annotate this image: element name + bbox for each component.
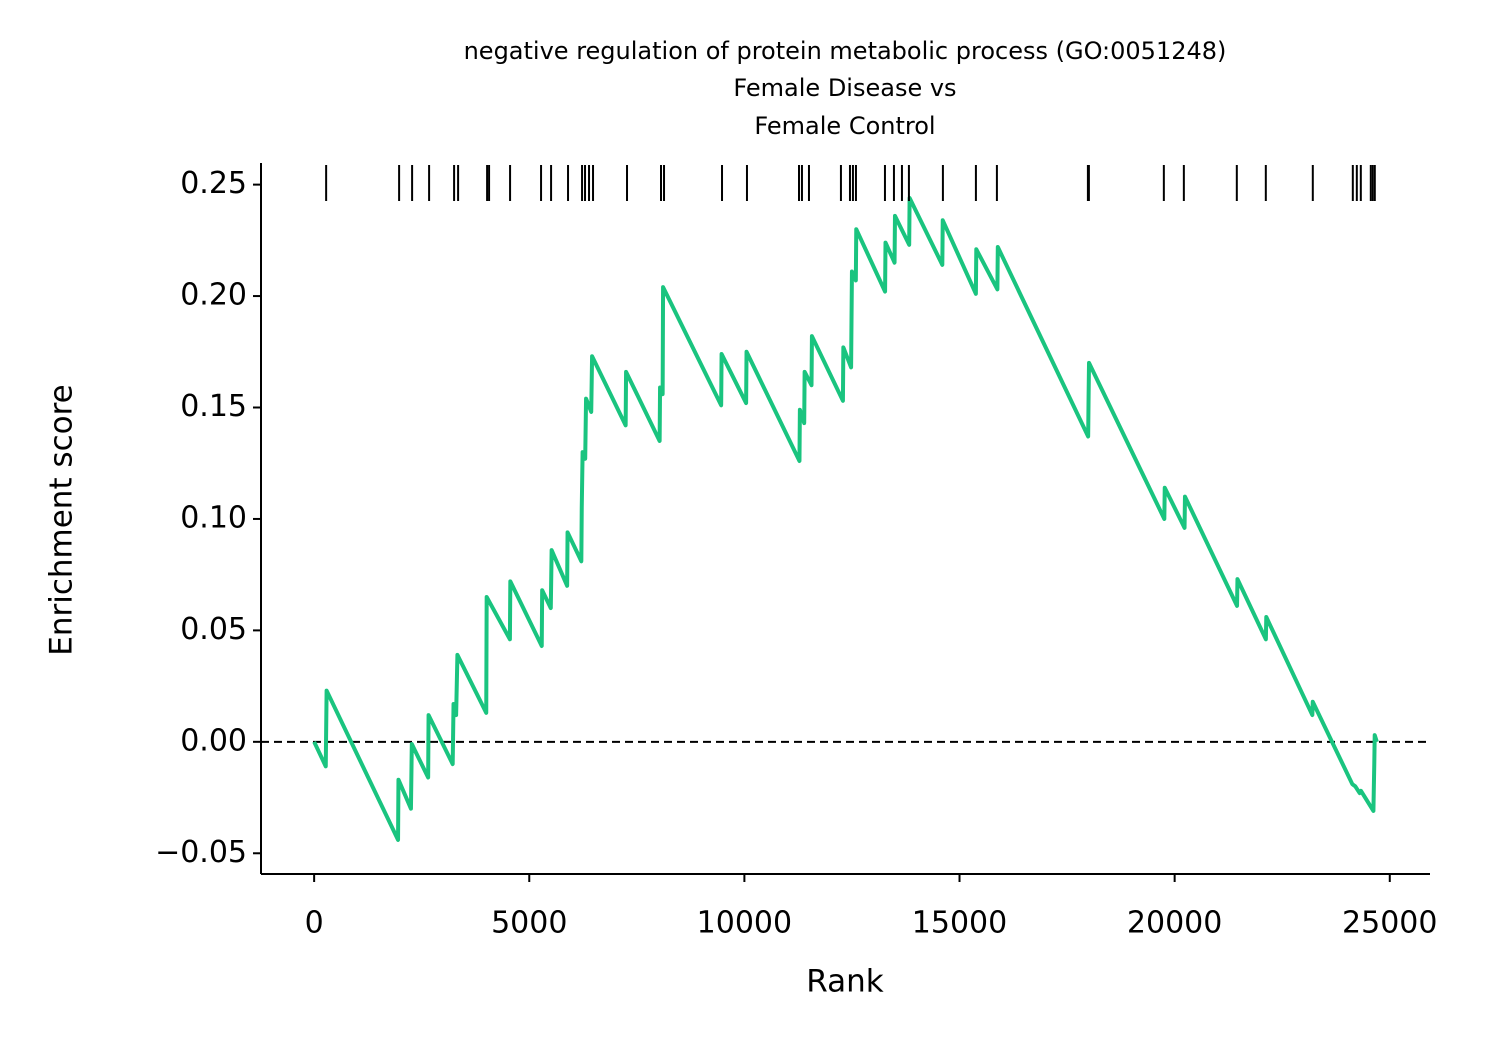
x-tick-label: 20000 (1127, 906, 1222, 941)
chart-title: Female Disease vs (733, 74, 956, 102)
y-tick-label: 0.15 (180, 389, 247, 424)
enrichment-line (312, 195, 1379, 842)
x-tick-label: 5000 (491, 906, 567, 941)
chart-title: Female Control (754, 112, 935, 140)
y-tick-label: 0.10 (180, 500, 247, 535)
y-tick-label: 0.20 (180, 278, 247, 313)
x-tick-label: 10000 (697, 906, 792, 941)
x-tick-label: 15000 (912, 906, 1007, 941)
y-tick-label: 0.05 (180, 612, 247, 647)
y-tick-label: 0.25 (180, 166, 247, 201)
x-axis-label: Rank (806, 964, 884, 1000)
x-tick-label: 0 (305, 906, 324, 941)
y-tick-label: 0.00 (180, 723, 247, 758)
y-tick-label: −0.05 (155, 835, 247, 870)
chart-title: negative regulation of protein metabolic… (464, 37, 1227, 65)
y-axis-label: Enrichment score (44, 384, 80, 656)
x-tick-label: 25000 (1342, 906, 1437, 941)
